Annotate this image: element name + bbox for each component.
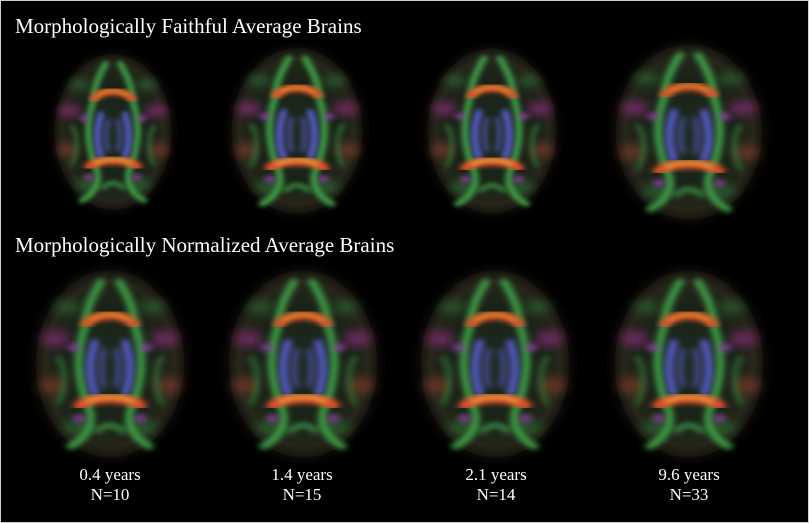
- brain-normalized-2-1-years: [419, 269, 571, 459]
- sample-size-label: N=33: [669, 485, 709, 504]
- column-caption-0-4-years: 0.4 years N=10: [30, 465, 190, 505]
- age-label: 9.6 years: [658, 465, 720, 484]
- brain-normalized-9-6-years: [613, 269, 765, 459]
- brain-faithful-9-6-years: [614, 43, 764, 221]
- column-caption-9-6-years: 9.6 years N=33: [609, 465, 769, 505]
- sample-size-label: N=15: [282, 485, 322, 504]
- sample-size-label: N=10: [90, 485, 130, 504]
- sample-size-label: N=14: [476, 485, 516, 504]
- brain-normalized-1-4-years: [227, 269, 379, 459]
- brain-faithful-1-4-years: [230, 47, 364, 215]
- column-caption-2-1-years: 2.1 years N=14: [416, 465, 576, 505]
- row-title-normalized: Morphologically Normalized Average Brain…: [15, 233, 395, 257]
- row-title-faithful: Morphologically Faithful Average Brains: [15, 14, 362, 38]
- age-label: 0.4 years: [79, 465, 141, 484]
- age-label: 2.1 years: [465, 465, 527, 484]
- brain-faithful-0-4-years: [53, 53, 173, 211]
- brain-faithful-2-1-years: [426, 47, 558, 215]
- brain-normalized-0-4-years: [34, 269, 186, 459]
- column-caption-1-4-years: 1.4 years N=15: [222, 465, 382, 505]
- age-label: 1.4 years: [271, 465, 333, 484]
